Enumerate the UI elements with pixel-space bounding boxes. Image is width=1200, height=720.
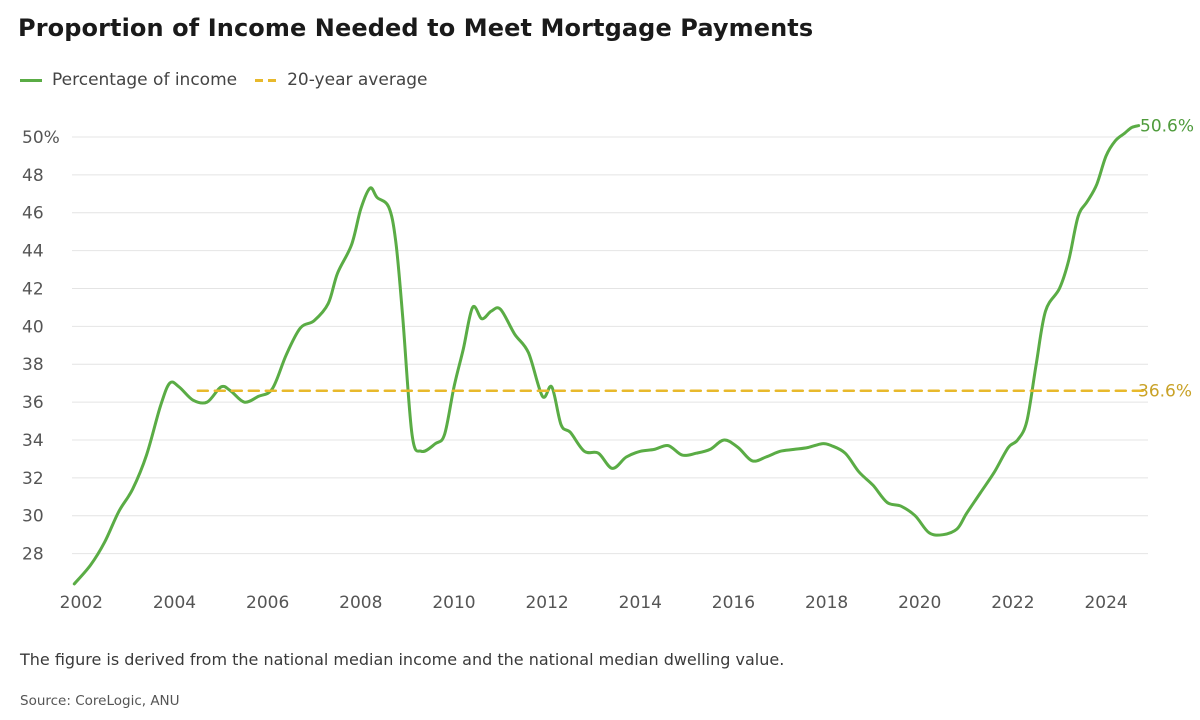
x-tick-label: 2022 <box>991 593 1034 613</box>
y-tick-label: 46 <box>22 204 44 224</box>
y-tick-label: 34 <box>22 431 44 451</box>
x-tick-label: 2002 <box>60 593 103 613</box>
x-tick-label: 2008 <box>339 593 382 613</box>
legend-label-percentage: Percentage of income <box>52 70 238 90</box>
y-tick-label: 38 <box>22 355 44 375</box>
legend-item-percentage: Percentage of income <box>20 70 237 90</box>
y-tick-label: 32 <box>22 469 44 489</box>
y-tick-label: 36 <box>22 393 44 413</box>
legend-item-average: 20-year average <box>255 70 428 90</box>
x-tick-label: 2010 <box>432 593 475 613</box>
legend-swatch-solid-line <box>20 78 42 82</box>
x-axis-ticks: 2002 2004 2006 2008 2010 2012 2014 2016 2018 2020… <box>60 593 1128 613</box>
end-labels: 50.6% 36.6% <box>1138 117 1194 402</box>
series-lines <box>72 124 1150 586</box>
footnote: The figure is derived from the national … <box>20 650 785 669</box>
percentage-series-line <box>72 124 1141 586</box>
legend-swatch-dashed-line <box>255 78 278 82</box>
y-tick-label: 40 <box>22 317 44 337</box>
x-tick-label: 2006 <box>246 593 289 613</box>
x-tick-label: 2020 <box>898 593 941 613</box>
chart-title: Proportion of Income Needed to Meet Mort… <box>18 14 814 42</box>
series-end-label: 50.6% <box>1140 117 1194 137</box>
legend-label-average: 20-year average <box>287 70 428 90</box>
source-note: Source: CoreLogic, ANU <box>20 693 180 709</box>
x-tick-label: 2014 <box>619 593 662 613</box>
y-tick-label: 30 <box>22 507 44 527</box>
x-tick-label: 2018 <box>805 593 848 613</box>
y-axis-ticks: 28 30 32 34 36 38 40 42 44 46 48 50% <box>22 128 60 565</box>
x-tick-label: 2012 <box>525 593 568 613</box>
chart-legend: Percentage of income 20-year average <box>20 70 446 90</box>
y-tick-label: 28 <box>22 545 44 565</box>
y-tick-label: 48 <box>22 166 44 186</box>
x-tick-label: 2016 <box>712 593 755 613</box>
y-tick-label: 44 <box>22 242 44 262</box>
average-end-label: 36.6% <box>1138 382 1192 402</box>
y-tick-label: 50% <box>22 128 60 148</box>
x-tick-label: 2004 <box>153 593 196 613</box>
x-tick-label: 2024 <box>1084 593 1127 613</box>
gridlines <box>72 136 1148 555</box>
y-tick-label: 42 <box>22 279 44 299</box>
